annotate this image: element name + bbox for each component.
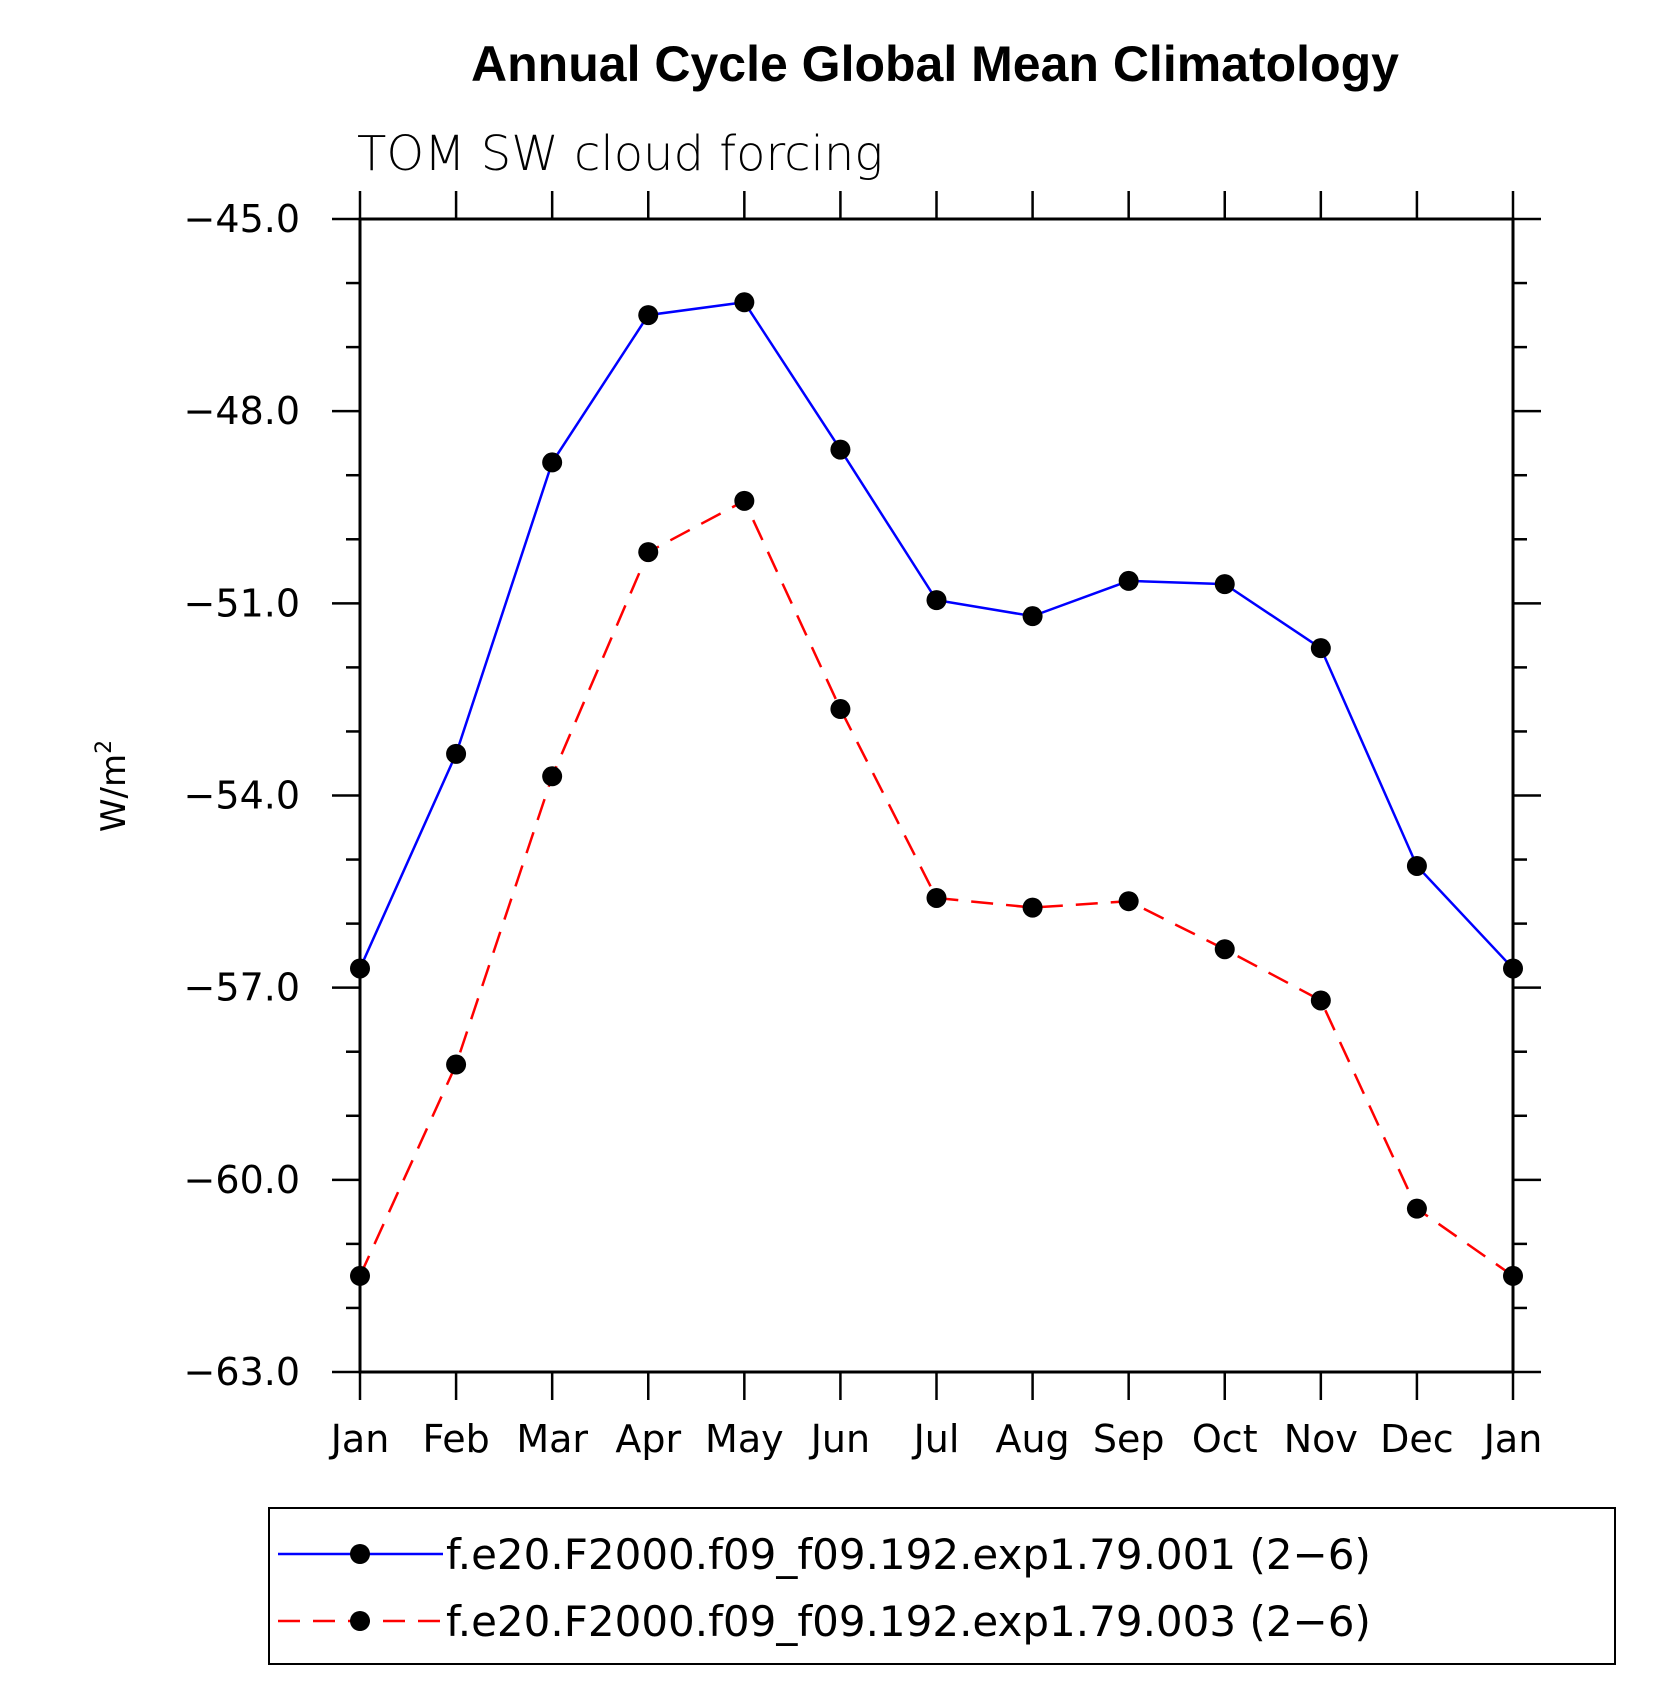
x-tick-label: Aug — [995, 1417, 1069, 1461]
svg-text:W/m2: W/m2 — [92, 740, 134, 832]
x-tick-label: Apr — [615, 1417, 681, 1461]
axes: −45.0 −48.0 −51.0 −54.0 −57.0 −60.0 −63.0 Jan Fe… — [184, 191, 1543, 1461]
data-point — [734, 490, 755, 511]
y-axis-label: W/m2 — [92, 740, 134, 832]
data-point — [1310, 990, 1331, 1011]
x-tick-label: Mar — [516, 1417, 588, 1461]
data-point — [638, 542, 659, 563]
chart-subtitle: TOM SW cloud forcing — [357, 126, 883, 182]
y-tick-label: −48.0 — [184, 389, 300, 433]
y-tick-label: −57.0 — [184, 966, 300, 1010]
data-point — [1214, 574, 1235, 595]
data-point — [1406, 1198, 1427, 1219]
data-point — [926, 590, 947, 611]
data-point — [542, 766, 563, 787]
legend-swatch-marker — [350, 1544, 370, 1564]
x-tick-label: Sep — [1093, 1417, 1165, 1461]
x-tick-label: Nov — [1284, 1417, 1358, 1461]
data-point — [1118, 891, 1139, 912]
data-point — [1214, 939, 1235, 960]
series-layer — [350, 292, 1523, 1286]
legend-label: f.e20.F2000.f09_f09.192.exp1.79.003 (2−6… — [446, 1597, 1371, 1646]
data-point — [446, 1054, 467, 1075]
data-point — [1406, 855, 1427, 876]
y-tick-label: −54.0 — [184, 774, 300, 818]
y-tick-label: −51.0 — [184, 581, 300, 625]
y-tick-label: −63.0 — [184, 1350, 300, 1394]
legend-box — [268, 1507, 1616, 1665]
data-point — [1503, 958, 1523, 979]
x-tick-label: Feb — [422, 1417, 489, 1461]
series-2 — [350, 490, 1523, 1286]
data-point — [350, 1265, 370, 1286]
x-tick-label: May — [705, 1417, 784, 1461]
data-point — [638, 305, 659, 326]
data-point — [542, 452, 563, 473]
y-tick-label: −45.0 — [184, 197, 300, 241]
data-point — [734, 292, 755, 313]
series-line — [358, 300, 1514, 970]
legend-label: f.e20.F2000.f09_f09.192.exp1.79.001 (2−6… — [446, 1530, 1371, 1579]
x-tick-label: Jun — [809, 1417, 870, 1461]
data-point — [1022, 606, 1043, 627]
chart-title: Annual Cycle Global Mean Climatology — [471, 36, 1399, 92]
data-point — [1118, 570, 1139, 591]
data-point — [446, 743, 467, 764]
data-point — [926, 887, 947, 908]
x-tick-label: Dec — [1380, 1417, 1454, 1461]
plot-frame — [358, 217, 1515, 1374]
data-point — [350, 958, 370, 979]
y-axis-label-text: W/m — [94, 754, 134, 832]
data-point — [1310, 638, 1331, 659]
x-tick-label: Jan — [1482, 1417, 1543, 1461]
data-point — [1503, 1265, 1523, 1286]
y-axis-label-superscript: 2 — [92, 740, 117, 754]
x-tick-label: Jan — [329, 1417, 390, 1461]
data-point — [1022, 897, 1043, 918]
legend-swatch-marker — [350, 1611, 370, 1631]
data-point — [830, 699, 851, 720]
x-tick-label: Oct — [1192, 1417, 1258, 1461]
series-1 — [350, 292, 1523, 979]
legend: f.e20.F2000.f09_f09.192.exp1.79.001 (2−6… — [268, 1507, 1616, 1665]
data-point — [830, 439, 851, 460]
y-tick-label: −60.0 — [184, 1158, 300, 1202]
x-tick-label: Jul — [912, 1417, 960, 1461]
